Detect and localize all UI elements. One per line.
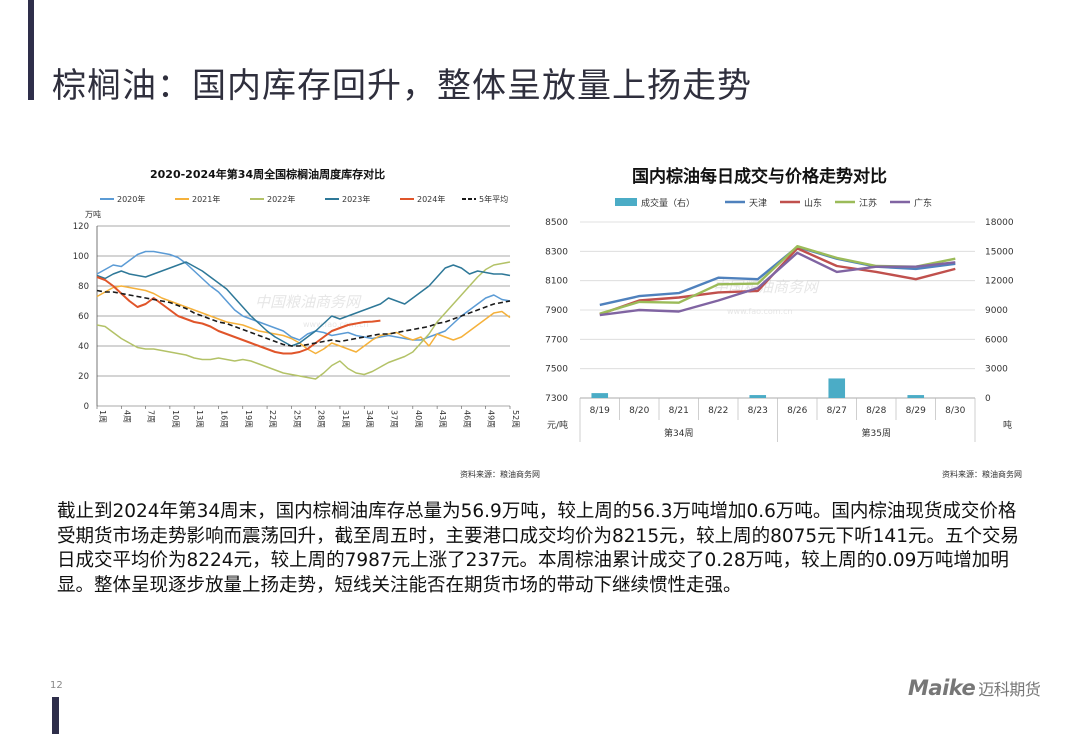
x-tick-label: 22周 <box>268 410 277 428</box>
chart2-source: 资料来源：粮油商务网 <box>942 470 1022 479</box>
y-tick-label: 20 <box>78 372 89 382</box>
legend-label-bars: 成交量（右） <box>641 197 695 209</box>
y-tick-label: 40 <box>78 342 89 352</box>
series-line-2 <box>96 261 511 380</box>
legend-label-0: 2020年 <box>117 194 145 204</box>
x-tick-label: 8/28 <box>866 406 886 416</box>
x-tick-label: 28周 <box>317 410 326 428</box>
y-tick-label: 80 <box>78 282 89 292</box>
x-tick-label: 43周 <box>438 410 447 428</box>
y-left-tick-label: 7900 <box>545 306 568 316</box>
x-tick-label: 19周 <box>244 410 253 428</box>
y-left-unit: 元/吨 <box>547 419 568 431</box>
y-right-tick-label: 18000 <box>985 218 1014 228</box>
series-line-0 <box>96 250 511 341</box>
y-right-tick-label: 12000 <box>985 277 1014 287</box>
watermark-text: 中国粮油商务网 <box>255 293 362 311</box>
accent-bar-bottom <box>52 697 59 734</box>
accent-bar-top <box>28 0 34 100</box>
x-tick-label: 4周 <box>122 410 131 423</box>
legend-label-1: 2021年 <box>192 194 220 204</box>
x-tick-label: 13周 <box>195 410 204 428</box>
y-right-unit: 吨 <box>1003 419 1012 431</box>
watermark-url: www.fao.com.cn <box>727 307 793 316</box>
x-tick-label: 37周 <box>390 410 399 428</box>
x-tick-label: 31周 <box>341 410 350 428</box>
legend-label-2: 江苏 <box>859 197 877 209</box>
x-tick-label: 46周 <box>462 410 471 428</box>
legend-label-4: 2024年 <box>417 194 445 204</box>
x-tick-label: 52周 <box>511 410 520 428</box>
legend-label-5: 5年平均 <box>479 194 508 204</box>
x-tick-label: 8/22 <box>708 406 728 416</box>
page-number: 12 <box>50 680 63 691</box>
y-left-tick-label: 8500 <box>545 218 568 228</box>
y-left-tick-label: 7500 <box>545 365 568 375</box>
y-right-tick-label: 0 <box>985 394 991 404</box>
logo-brand: Maike <box>908 676 976 700</box>
volume-bar <box>907 395 925 398</box>
y-left-tick-label: 8100 <box>545 277 568 287</box>
y-left-tick-label: 7700 <box>545 335 568 345</box>
legend-label-2: 2022年 <box>267 194 295 204</box>
volume-bar <box>749 395 767 398</box>
price-line-3 <box>599 251 956 317</box>
y-tick-label: 100 <box>73 252 89 262</box>
logo-name: 迈科期货 <box>978 680 1041 699</box>
x-week-label: 第35周 <box>862 427 891 439</box>
series-line-4 <box>96 276 381 355</box>
y-right-tick-label: 15000 <box>985 247 1014 257</box>
y-right-tick-label: 9000 <box>985 306 1008 316</box>
y-left-tick-label: 8300 <box>545 247 568 257</box>
series-line-1 <box>96 285 511 355</box>
x-week-label: 第34周 <box>664 427 693 439</box>
volume-bar <box>828 378 846 398</box>
series-line-3 <box>96 261 511 347</box>
y-tick-label: 60 <box>78 312 89 322</box>
y-left-tick-label: 7300 <box>545 394 568 404</box>
y-right-tick-label: 3000 <box>985 365 1008 375</box>
y-right-tick-label: 6000 <box>985 335 1008 345</box>
y-tick-label: 120 <box>73 222 89 232</box>
x-tick-label: 8/23 <box>748 406 768 416</box>
x-tick-label: 16周 <box>219 410 228 428</box>
chart1-title: 2020-2024年第34周全国棕榈油周度库存对比 <box>150 168 386 181</box>
y-axis-label: 万吨 <box>85 209 101 219</box>
x-tick-label: 34周 <box>365 410 374 428</box>
x-tick-label: 8/20 <box>629 406 649 416</box>
series-line-5 <box>96 289 511 347</box>
legend-label-0: 天津 <box>749 198 767 209</box>
chart1-source: 资料来源：粮油商务网 <box>460 470 540 479</box>
x-tick-label: 7周 <box>147 410 156 423</box>
chart2-title: 国内棕油每日成交与价格走势对比 <box>632 167 887 187</box>
y-tick-label: 0 <box>84 402 89 412</box>
brand-logo: Maike 迈科期货 <box>908 676 1041 700</box>
legend-label-3: 广东 <box>914 197 932 209</box>
x-tick-label: 25周 <box>292 410 301 428</box>
x-tick-label: 8/29 <box>906 406 926 416</box>
page-title: 棕榈油：国内库存回升，整体呈放量上扬走势 <box>52 66 752 106</box>
x-tick-label: 8/27 <box>827 406 847 416</box>
x-tick-label: 8/21 <box>669 406 689 416</box>
legend-label-3: 2023年 <box>342 194 370 204</box>
legend-swatch-bars <box>615 198 637 206</box>
x-tick-label: 49周 <box>487 410 496 428</box>
x-tick-label: 8/30 <box>945 406 965 416</box>
trade-price-chart: 成交量（右） 天津 山东 江苏 广东 7300 7500 7700 7900 8100 8300 85… <box>545 197 1014 442</box>
x-tick-label: 40周 <box>414 410 423 428</box>
legend-label-1: 山东 <box>804 197 822 209</box>
watermark-url: www.fao.com.cn <box>303 320 369 329</box>
volume-bar <box>591 393 609 398</box>
x-tick-label: 10周 <box>171 410 180 428</box>
x-tick-label: 8/19 <box>590 406 610 416</box>
x-tick-label: 8/26 <box>787 406 807 416</box>
body-paragraph: 截止到2024年第34周末，国内棕榈油库存总量为56.9万吨，较上周的56.3万… <box>57 501 1019 596</box>
x-tick-label: 1周 <box>98 410 107 423</box>
